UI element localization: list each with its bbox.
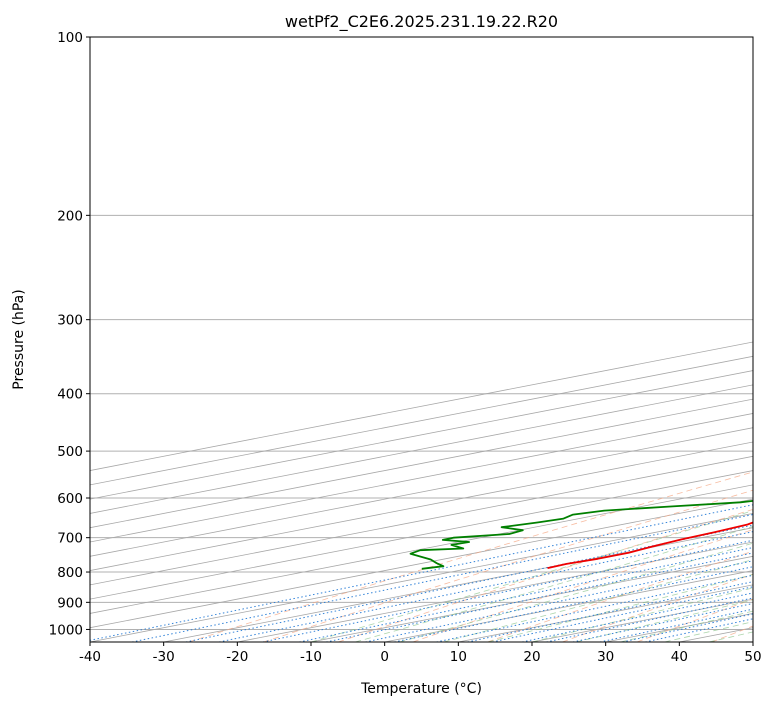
mixing-ratio-line (299, 547, 753, 642)
mixing-ratio-line (546, 597, 753, 642)
dry-adiabat (188, 471, 753, 642)
x-tick-label: -20 (226, 649, 248, 665)
mixing-ratio-line (325, 552, 753, 642)
isotherm-line (90, 427, 753, 557)
y-tick-label: 400 (57, 387, 83, 403)
y-tick-label: 1000 (49, 622, 83, 638)
isotherm-line (90, 455, 753, 586)
mixing-ratio-line (572, 602, 753, 642)
x-tick-label: -10 (300, 649, 322, 665)
mixing-ratio-line (218, 531, 753, 642)
mixing-ratio-line (131, 513, 753, 642)
y-tick-label: 700 (57, 531, 83, 547)
y-tick-label: 800 (57, 565, 83, 581)
dewpoint-profile (409, 499, 753, 570)
chart-title: wetPf2_C2E6.2025.231.19.22.R20 (285, 12, 558, 32)
x-tick-label: 10 (450, 649, 467, 665)
isotherm-line (90, 413, 753, 543)
profile-lines (409, 499, 753, 570)
isotherm-line (90, 441, 753, 571)
isotherm-line (90, 513, 753, 642)
y-tick-label: 100 (57, 30, 83, 46)
x-tick-label: -40 (79, 649, 101, 665)
y-tick-label: 200 (57, 208, 83, 224)
isotherm-line (163, 527, 753, 642)
isotherm-line (90, 470, 753, 600)
x-tick-label: 40 (671, 649, 688, 665)
x-tick-label: 20 (523, 649, 540, 665)
mixing-ratio-line (262, 539, 753, 642)
y-axis-label: Pressure (hPa) (11, 289, 27, 389)
axis-ticks: -40 -30 -20 -10 0 10 20 30 40 50 100 200 300 400 500 60… (49, 30, 762, 665)
x-tick-label: 0 (380, 649, 389, 665)
y-tick-label: 500 (57, 444, 83, 460)
y-tick-label: 900 (57, 595, 83, 611)
plot-frame (89, 36, 754, 643)
isotherm-line (90, 498, 753, 629)
dry-adiabat (263, 489, 753, 642)
x-tick-label: -30 (153, 649, 175, 665)
y-tick-label: 600 (57, 491, 83, 507)
x-tick-label: 50 (744, 649, 761, 665)
y-tick-label: 300 (57, 313, 83, 329)
x-axis-label: Temperature (°C) (360, 681, 482, 697)
mixing-ratio-line (521, 592, 753, 642)
moist-adiabat (310, 510, 753, 642)
x-tick-label: 30 (597, 649, 614, 665)
dry-adiabat (412, 529, 753, 642)
